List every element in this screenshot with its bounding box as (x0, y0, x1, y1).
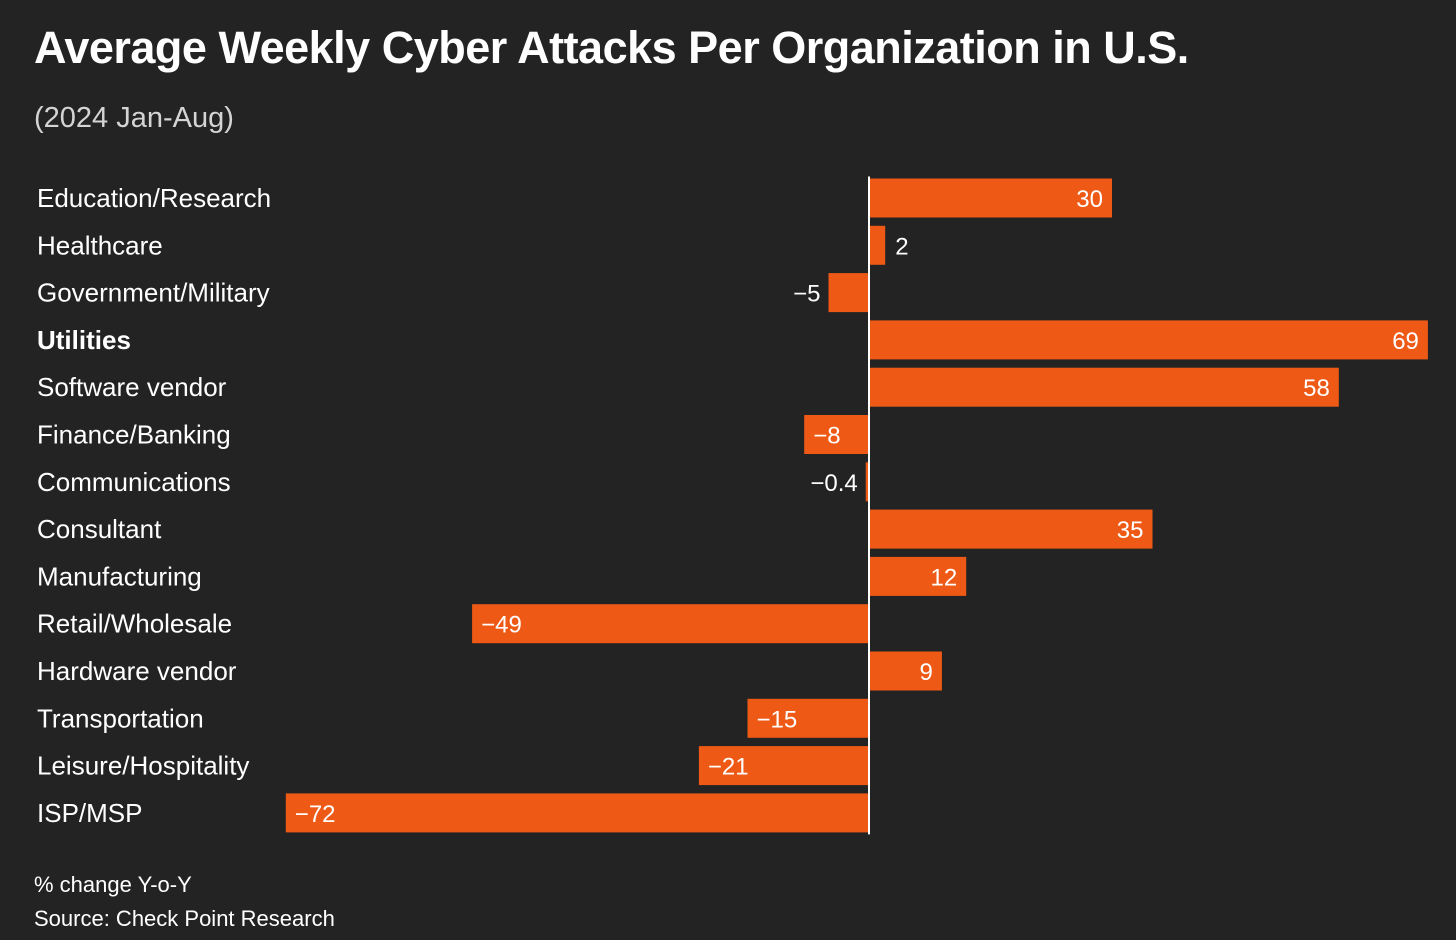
category-label: Education/Research (37, 183, 271, 213)
bar (285, 793, 869, 833)
bar (865, 462, 869, 502)
value-label: −5 (793, 281, 820, 308)
value-label: −0.4 (810, 470, 857, 497)
value-label: −21 (708, 754, 749, 781)
bar (828, 273, 869, 313)
chart-subtitle: (2024 Jan-Aug) (34, 102, 234, 134)
bar (869, 556, 967, 596)
category-label: Communications (37, 467, 231, 497)
value-label: 12 (930, 564, 957, 591)
bar (869, 367, 1339, 407)
bar (869, 178, 1112, 218)
value-label: 69 (1392, 328, 1419, 355)
bar (472, 604, 869, 644)
category-label: Utilities (37, 325, 131, 355)
category-label: Manufacturing (37, 561, 202, 591)
category-label: Retail/Wholesale (37, 609, 232, 639)
value-label: 35 (1117, 517, 1144, 544)
bar (869, 509, 1153, 549)
category-label: Government/Military (37, 278, 270, 308)
category-label: Consultant (37, 514, 162, 544)
value-label: 58 (1303, 375, 1330, 402)
category-label: Software vendor (37, 372, 227, 402)
chart-note: % change Y-o-Y (34, 872, 192, 897)
chart-source: Source: Check Point Research (34, 906, 335, 931)
category-label: Leisure/Hospitality (37, 751, 249, 781)
category-label: Hardware vendor (37, 656, 237, 686)
bar (804, 415, 869, 454)
value-label: −15 (757, 706, 798, 733)
category-label: Healthcare (37, 230, 163, 260)
category-label: Transportation (37, 703, 204, 733)
category-label: ISP/MSP (37, 798, 142, 828)
bar (747, 698, 869, 738)
bar (869, 651, 942, 691)
bar-chart: Education/Research 30 Healthcare 2 Governmen… (37, 176, 1428, 835)
chart-title: Average Weekly Cyber Attacks Per Organiz… (34, 22, 1189, 73)
value-label: −49 (481, 612, 522, 639)
value-label: 30 (1076, 186, 1103, 213)
bar (698, 746, 869, 786)
category-label: Finance/Banking (37, 420, 231, 450)
value-label: 9 (920, 659, 933, 686)
value-label: 2 (895, 233, 908, 260)
value-label: −72 (295, 801, 336, 828)
bar (869, 225, 886, 265)
bar (869, 320, 1428, 360)
value-label: −8 (813, 423, 840, 450)
